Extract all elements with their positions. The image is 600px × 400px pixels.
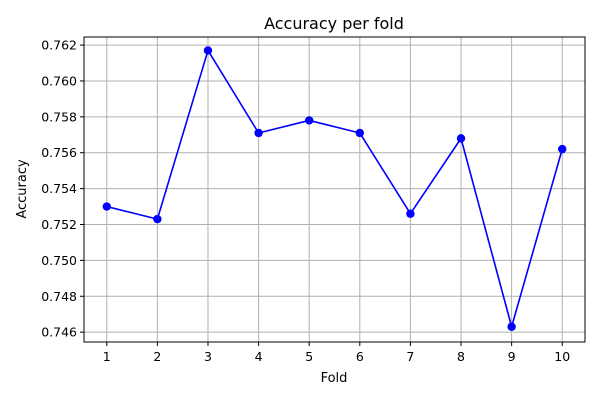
x-tick-label: 9	[508, 349, 516, 364]
y-tick-label: 0.754	[41, 181, 77, 196]
data-point	[254, 128, 263, 138]
y-tick-label: 0.760	[41, 73, 77, 88]
x-tick-label: 4	[255, 349, 263, 364]
x-tick-label: 8	[457, 349, 465, 364]
plot-frame	[83, 36, 586, 343]
series-line	[106, 49, 563, 328]
x-tick-label: 1	[103, 349, 111, 364]
data-point	[456, 134, 466, 143]
x-tick-label: 7	[406, 349, 414, 364]
x-tick-label: 3	[204, 349, 212, 364]
data-point	[558, 144, 567, 154]
y-tick-label: 0.758	[41, 109, 77, 124]
grid	[84, 37, 585, 342]
y-tick-label: 0.746	[41, 325, 77, 340]
series-layer	[102, 46, 567, 331]
x-tick-label: 2	[153, 349, 161, 364]
y-tick-label: 0.750	[41, 253, 77, 268]
data-point	[102, 202, 111, 211]
y-axis-label: Accuracy	[15, 159, 30, 219]
chart-title: Accuracy per fold	[264, 14, 404, 33]
y-tick-label: 0.752	[41, 217, 77, 232]
data-point	[507, 322, 516, 331]
y-tick-label: 0.756	[41, 145, 77, 160]
x-tick-label: 6	[356, 349, 364, 364]
x-tick-label: 5	[305, 349, 313, 364]
data-point	[203, 46, 213, 55]
x-axis-label: Fold	[321, 371, 348, 386]
data-point	[304, 116, 314, 125]
x-tick-label: 10	[554, 349, 570, 364]
data-point	[355, 128, 365, 138]
data-point	[153, 214, 162, 224]
axis-ticks: 1 2 3 4 5 6 7 8 9 10 0.746 0.748 0.750 0.752 0.754 0.75…	[41, 38, 570, 364]
y-tick-label: 0.762	[41, 38, 77, 53]
data-point	[406, 209, 415, 218]
y-tick-label: 0.748	[41, 289, 77, 304]
